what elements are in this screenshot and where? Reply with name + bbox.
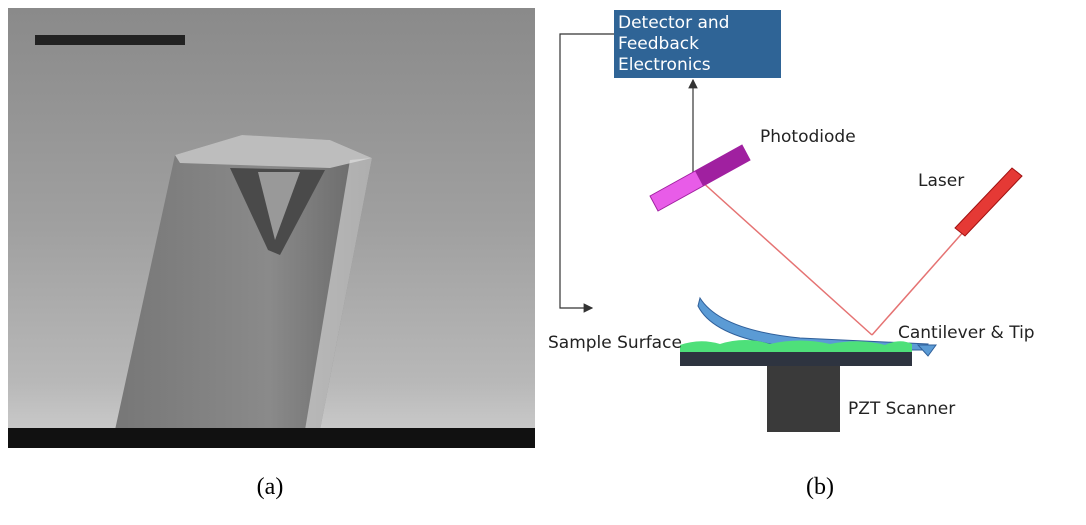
figure: (a) Detector and Feedback Electronics Ph… [0, 0, 1086, 525]
scanner-label: PZT Scanner [848, 399, 955, 419]
cantilever-label: Cantilever & Tip [898, 323, 1035, 343]
afm-diagram: Detector and Feedback Electronics [560, 10, 1022, 432]
caption-b: (b) [806, 474, 834, 500]
detector-label: Electronics [618, 55, 711, 75]
caption-a: (a) [257, 474, 284, 500]
laser-label: Laser [918, 171, 964, 191]
detector-label: Feedback [618, 34, 699, 54]
sem-image [8, 8, 535, 448]
sample-surface-label: Sample Surface [548, 333, 682, 353]
detector-label: Detector and [618, 13, 729, 33]
photodiode-label: Photodiode [760, 127, 856, 147]
